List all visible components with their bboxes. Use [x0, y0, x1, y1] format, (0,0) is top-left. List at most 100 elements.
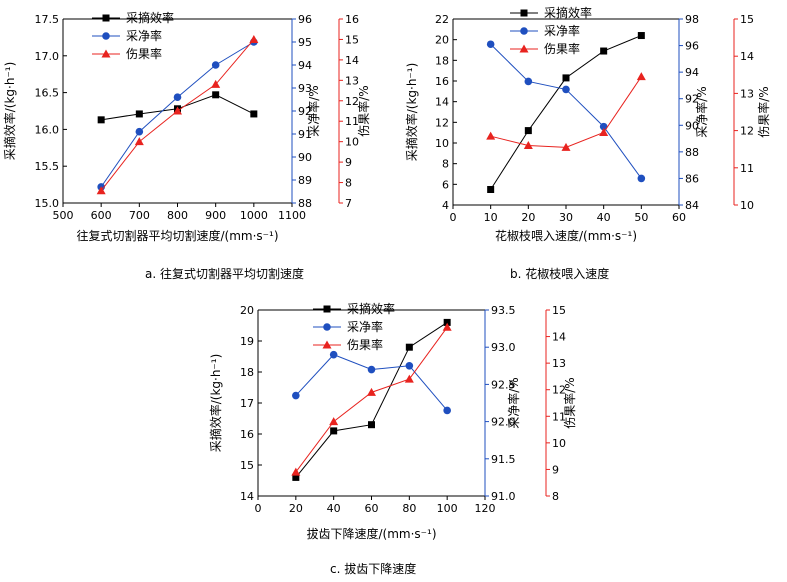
data-point-series-2: [173, 93, 182, 101]
series-line-2: [490, 43, 642, 179]
y1-tick-label: 15: [240, 459, 254, 472]
x-tick-label: 100: [437, 502, 458, 515]
y3-tick-label: 10: [345, 136, 359, 149]
data-point-series-1: [97, 116, 105, 124]
y2-tick-label: 92: [685, 93, 699, 106]
legend-marker: [102, 32, 110, 40]
y1-tick-label: 16.5: [35, 87, 60, 100]
y2-axis-title: 采净率/%: [694, 86, 709, 137]
y2-axis-title: 采净率/%: [506, 377, 521, 428]
legend-marker: [101, 49, 111, 58]
y3-tick-label: 16: [345, 13, 359, 26]
y2-tick-label: 84: [685, 199, 699, 212]
y1-tick-label: 15.5: [35, 160, 60, 173]
legend-label: 伤果率: [544, 41, 580, 56]
data-point-series-2: [135, 127, 144, 136]
data-point-series-3: [211, 79, 221, 88]
data-point-series-2: [367, 365, 376, 374]
data-point-series-2: [443, 406, 451, 415]
x-axis-title: 拔齿下降速度/(mm·s⁻¹): [307, 526, 437, 541]
y3-tick-label: 14: [740, 50, 754, 63]
y1-tick-label: 14: [240, 490, 254, 503]
data-point-series-2: [405, 362, 414, 370]
x-tick-label: 0: [450, 211, 457, 224]
y3-tick-label: 8: [345, 177, 352, 190]
y1-tick-label: 16: [240, 428, 254, 441]
y3-tick-label: 12: [345, 95, 359, 108]
data-point-series-1: [368, 421, 375, 429]
y3-tick-label: 10: [552, 437, 566, 450]
data-point-series-1: [330, 427, 338, 435]
legend-marker: [322, 340, 332, 349]
legend-marker: [519, 44, 529, 53]
data-point-series-3: [367, 387, 376, 396]
y2-tick-label: 94: [298, 59, 312, 72]
legend-marker: [323, 323, 331, 331]
y1-axis-title: 采摘效率/(kg·h⁻¹): [404, 63, 419, 162]
y1-tick-label: 10: [435, 137, 449, 150]
chart-panel-c: 0 20 40 60 80 100 120 拔齿下降速度/(mm·s⁻¹) 14 15 16 17 18…: [208, 301, 577, 541]
y3-tick-label: 8: [552, 490, 559, 503]
y2-tick-label: 93.0: [491, 341, 516, 354]
data-point-series-2: [562, 85, 570, 94]
y1-tick-label: 17.5: [35, 13, 60, 26]
y1-tick-label: 16.0: [35, 123, 60, 136]
y3-tick-label: 13: [552, 357, 566, 370]
legend-marker: [323, 305, 331, 313]
y3-tick-label: 11: [740, 162, 754, 175]
y2-tick-label: 92.0: [491, 416, 516, 429]
x-axis-title: 花椒枝喂入速度/(mm·s⁻¹): [495, 228, 637, 243]
chart-panel-a: 500 600 700 800 900 1000 1100 往复式切割器平均切割速度/(mm·…: [2, 10, 371, 243]
y3-tick-label: 12: [552, 384, 566, 397]
caption-c: c. 拔齿下降速度: [330, 561, 416, 576]
data-point-series-1: [405, 343, 413, 351]
x-axis-title: 往复式切割器平均切割速度/(mm·s⁻¹): [77, 228, 279, 243]
y2-tick-label: 95: [298, 36, 312, 49]
data-point-series-3: [329, 417, 339, 426]
x-tick-label: 40: [327, 502, 341, 515]
x-tick-label: 20: [521, 211, 535, 224]
data-point-series-1: [443, 318, 451, 326]
data-point-series-3: [291, 467, 301, 476]
y3-tick-label: 13: [740, 87, 754, 100]
y3-tick-label: 15: [345, 33, 359, 46]
data-point-series-3: [523, 140, 533, 149]
y1-tick-label: 15.0: [35, 197, 60, 210]
data-point-series-3: [599, 127, 609, 136]
y2-tick-label: 94: [685, 66, 699, 79]
data-point-series-3: [442, 322, 452, 331]
x-tick-label: 120: [475, 502, 496, 515]
data-point-series-2: [599, 122, 608, 131]
caption-a: a. 往复式切割器平均切割速度: [145, 266, 304, 281]
y1-tick-label: 22: [435, 13, 449, 26]
data-point-series-3: [173, 106, 182, 115]
y3-axis-title: 伤果率/%: [356, 85, 371, 136]
y3-tick-label: 14: [345, 54, 359, 67]
data-point-series-3: [96, 186, 106, 195]
caption-b: b. 花椒枝喂入速度: [510, 266, 609, 281]
y2-tick-label: 93: [298, 82, 312, 95]
x-tick-label: 1000: [240, 209, 268, 222]
y2-tick-label: 89: [298, 174, 312, 187]
y3-tick-label: 7: [345, 197, 352, 210]
y2-tick-label: 96: [685, 40, 699, 53]
y3-tick-label: 15: [740, 13, 754, 26]
data-point-series-3: [134, 137, 144, 146]
y3-tick-label: 10: [740, 199, 754, 212]
y3-axis-title: 伤果率/%: [756, 86, 771, 137]
y2-tick-label: 90: [685, 119, 699, 132]
legend-marker: [520, 27, 528, 35]
y2-tick-label: 93.5: [491, 304, 516, 317]
y1-tick-label: 17.0: [35, 50, 60, 63]
data-point-series-1: [487, 186, 495, 193]
data-point-series-1: [600, 47, 608, 55]
y3-tick-label: 12: [740, 125, 754, 138]
series-line-2: [295, 354, 448, 411]
data-point-series-2: [524, 77, 533, 86]
y2-tick-label: 88: [685, 146, 699, 159]
y2-tick-label: 92: [298, 105, 312, 118]
y1-axis-title: 采摘效率/(kg·h⁻¹): [208, 354, 223, 453]
y3-tick-label: 9: [345, 156, 352, 169]
data-point-series-2: [292, 391, 300, 400]
x-tick-label: 20: [289, 502, 303, 515]
